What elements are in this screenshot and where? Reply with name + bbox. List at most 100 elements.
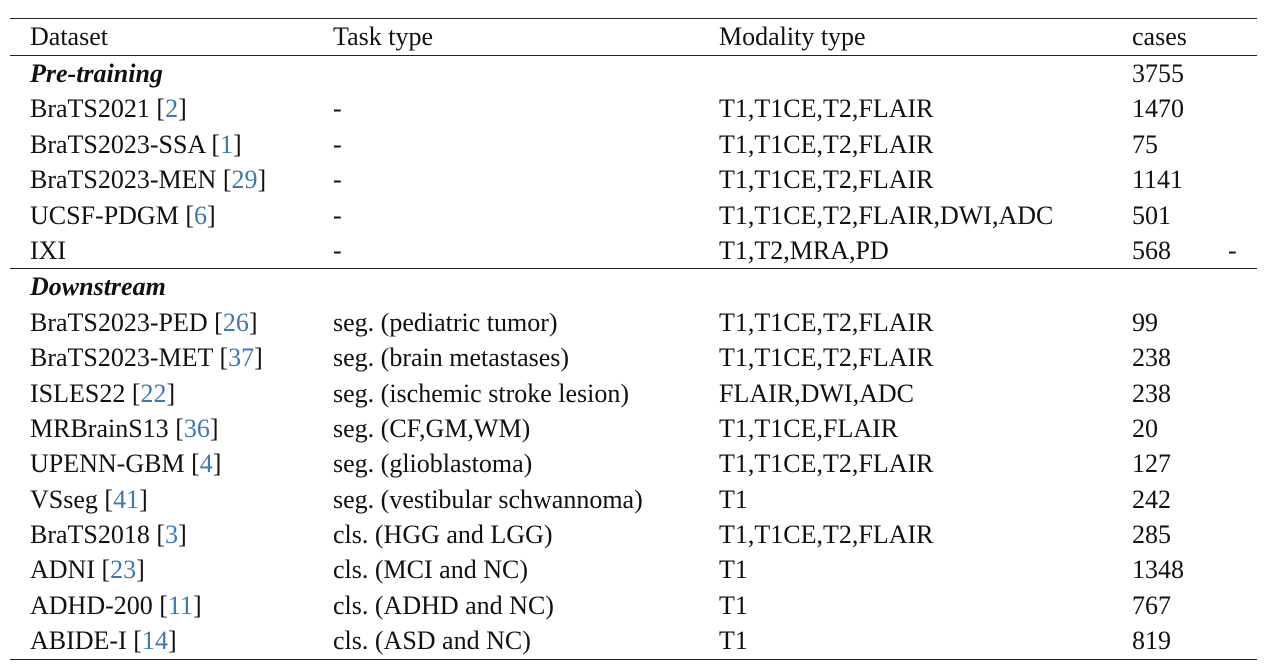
extra-cell: - — [1228, 235, 1237, 265]
dataset-cell: BraTS2023-SSA [1] — [30, 129, 242, 159]
dataset-name: UCSF-PDGM — [30, 200, 179, 230]
task-type-cell: seg. (CF,GM,WM) — [333, 413, 531, 443]
downstream-rows: BraTS2023-PED [26] seg. (pediatric tumor)… — [10, 305, 1257, 659]
column-header-task-type: Task type — [333, 22, 433, 51]
citation-link[interactable]: 36 — [183, 413, 210, 443]
dataset-name: UPENN-GBM — [30, 449, 185, 479]
citation-link[interactable]: 3 — [165, 520, 179, 550]
dataset-cell: BraTS2018 [3] — [30, 520, 187, 550]
citation-link[interactable]: 22 — [140, 378, 167, 408]
modality-cell: T1,T1CE,T2,FLAIR — [719, 449, 934, 479]
table-row: ABIDE-I [14] cls. (ASD and NC) T1 819 — [10, 623, 1257, 658]
dataset-name: BraTS2023-PED — [30, 307, 208, 337]
section-row-pretraining: Pre-training 3755 — [10, 56, 1257, 91]
bottom-rule — [10, 658, 1257, 660]
table-row: VSseg [41] seg. (vestibular schwannoma) T1… — [10, 482, 1257, 517]
citation-link[interactable]: 41 — [113, 484, 140, 514]
table-row: ISLES22 [22] seg. (ischemic stroke lesion… — [10, 376, 1257, 411]
citation-link[interactable]: 11 — [167, 590, 193, 620]
modality-cell: FLAIR,DWI,ADC — [719, 378, 914, 408]
cases-cell: 568 — [1132, 235, 1171, 265]
dataset-name: IXI — [30, 235, 67, 265]
cases-cell: 75 — [1132, 129, 1158, 159]
citation-link[interactable]: 37 — [228, 343, 255, 373]
cases-cell: 1348 — [1132, 555, 1184, 585]
dataset-cell: MRBrainS13 [36] — [30, 413, 219, 443]
table-row: BraTS2021 [2] - T1,T1CE,T2,FLAIR 1470 — [10, 91, 1257, 126]
table-row: ADHD-200 [11] cls. (ADHD and NC) T1 767 — [10, 588, 1257, 623]
pretraining-rows: BraTS2021 [2] - T1,T1CE,T2,FLAIR 1470 BraTS2… — [10, 91, 1257, 268]
cases-cell: 1470 — [1132, 94, 1184, 124]
table-row: BraTS2023-MEN [29] - T1,T1CE,T2,FLAIR 1141 — [10, 162, 1257, 197]
task-type-cell: - — [333, 165, 342, 195]
dataset-cell: BraTS2023-MET [37] — [30, 343, 263, 373]
dataset-cell: ISLES22 [22] — [30, 378, 176, 408]
table-row: UPENN-GBM [4] seg. (glioblastoma) T1,T1CE,… — [10, 446, 1257, 481]
cases-cell: 819 — [1132, 626, 1171, 656]
citation-link[interactable]: 4 — [199, 449, 213, 479]
cases-cell: 238 — [1132, 378, 1171, 408]
dataset-cell: UPENN-GBM [4] — [30, 449, 222, 479]
modality-cell: T1 — [719, 484, 748, 514]
dataset-name: MRBrainS13 — [30, 413, 169, 443]
modality-cell: T1,T1CE,T2,FLAIR — [719, 94, 934, 124]
dataset-cell: ADHD-200 [11] — [30, 590, 202, 620]
section-label-downstream: Downstream — [30, 272, 166, 302]
modality-cell: T1 — [719, 626, 748, 656]
task-type-cell: seg. (ischemic stroke lesion) — [333, 378, 630, 408]
modality-cell: T1,T1CE,T2,FLAIR — [719, 129, 934, 159]
dataset-cell: VSseg [41] — [30, 484, 148, 514]
dataset-cell: BraTS2023-MEN [29] — [30, 165, 267, 195]
modality-cell: T1,T1CE,T2,FLAIR,DWI,ADC — [719, 200, 1054, 230]
modality-cell: T1,T1CE,T2,FLAIR — [719, 165, 934, 195]
dataset-name: ADNI — [30, 555, 95, 585]
citation-link[interactable]: 14 — [141, 626, 168, 656]
cases-cell: 238 — [1132, 343, 1171, 373]
section-row-downstream: Downstream — [10, 269, 1257, 304]
citation-link[interactable]: 2 — [165, 94, 179, 124]
task-type-cell: cls. (MCI and NC) — [333, 555, 528, 585]
table-row: UCSF-PDGM [6] - T1,T1CE,T2,FLAIR,DWI,ADC 50… — [10, 198, 1257, 233]
cases-cell: 767 — [1132, 590, 1171, 620]
table-row: BraTS2023-MET [37] seg. (brain metastases… — [10, 340, 1257, 375]
dataset-cell: ADNI [23] — [30, 555, 145, 585]
task-type-cell: - — [333, 129, 342, 159]
dataset-cell: BraTS2021 [2] — [30, 94, 187, 124]
modality-cell: T1 — [719, 590, 748, 620]
table-row: ADNI [23] cls. (MCI and NC) T1 1348 — [10, 552, 1257, 587]
header-row: Dataset Task type Modality type cases — [10, 19, 1257, 55]
column-header-dataset: Dataset — [30, 22, 108, 51]
task-type-cell: cls. (ADHD and NC) — [333, 590, 554, 620]
dataset-name: ADHD-200 — [30, 590, 153, 620]
header-rule — [10, 55, 1257, 56]
citation-link[interactable]: 6 — [194, 200, 207, 230]
task-type-cell: - — [333, 235, 342, 265]
section-label-pretraining: Pre-training — [30, 59, 163, 88]
dataset-name: BraTS2023-SSA — [30, 129, 205, 159]
citation-link[interactable]: 1 — [219, 129, 233, 159]
dataset-cell: BraTS2023-PED [26] — [30, 307, 258, 337]
cases-cell: 285 — [1132, 520, 1171, 550]
task-type-cell: - — [333, 94, 342, 124]
top-rule — [10, 18, 1257, 19]
citation-link[interactable]: 23 — [110, 555, 137, 585]
task-type-cell: - — [333, 200, 342, 230]
task-type-cell: cls. (ASD and NC) — [333, 626, 531, 656]
cases-cell: 1141 — [1132, 165, 1184, 195]
section-rule — [10, 268, 1257, 270]
citation-link[interactable]: 29 — [231, 165, 258, 195]
table-row: BraTS2023-SSA [1] - T1,T1CE,T2,FLAIR 75 — [10, 127, 1257, 162]
task-type-cell: seg. (glioblastoma) — [333, 449, 533, 479]
modality-cell: T1,T1CE,T2,FLAIR — [719, 307, 934, 337]
citation-link[interactable]: 26 — [222, 307, 249, 337]
dataset-cell: ABIDE-I [14] — [30, 626, 177, 656]
dataset-cell: IXI — [30, 233, 66, 268]
dataset-name: BraTS2021 — [30, 94, 150, 124]
cases-cell: 501 — [1132, 200, 1171, 230]
modality-cell: T1,T1CE,T2,FLAIR — [719, 520, 934, 550]
dataset-name: BraTS2023-MET — [30, 343, 213, 373]
dataset-name: VSseg — [30, 484, 98, 514]
table-row: BraTS2023-PED [26] seg. (pediatric tumor)… — [10, 305, 1257, 340]
table-row: MRBrainS13 [36] seg. (CF,GM,WM) T1,T1CE,FL… — [10, 411, 1257, 446]
cases-cell: 20 — [1132, 413, 1158, 443]
